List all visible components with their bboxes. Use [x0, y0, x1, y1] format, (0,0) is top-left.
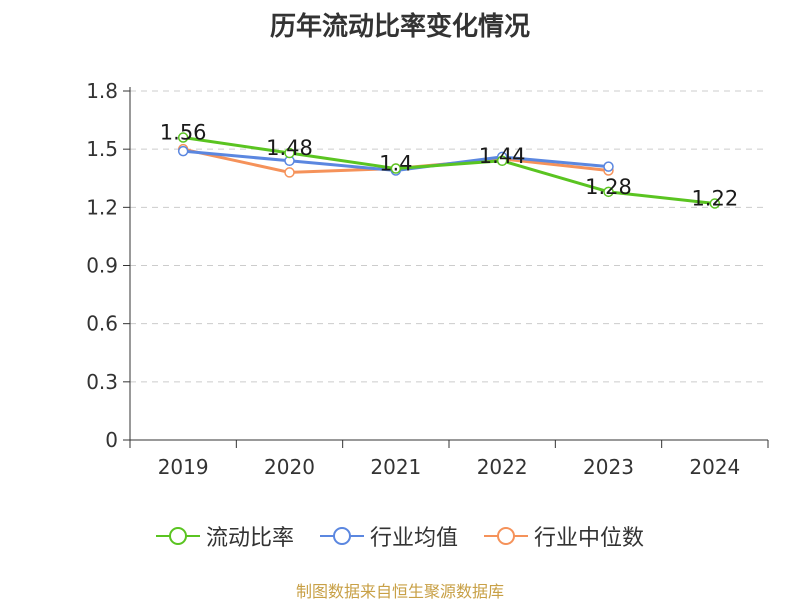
data-label: 1.44 [479, 144, 526, 168]
series-lines [177, 132, 721, 209]
axes: 0 0.3 0.6 0.9 1.2 1.5 1.8 2019 2020 2021 2022 2023 2… [86, 79, 769, 479]
data-point[interactable] [177, 132, 189, 143]
series-line-current-ratio [182, 136, 715, 205]
x-tick-label: 2022 [477, 455, 528, 479]
data-point[interactable] [284, 147, 295, 159]
data-label: 1.48 [266, 136, 313, 160]
y-tick-label: 1.2 [86, 195, 118, 219]
y-tick-label: 1.5 [86, 137, 118, 161]
legend-label-current-ratio: 流动比率 [205, 526, 294, 551]
y-tick-label: 0.3 [86, 370, 118, 394]
y-tick-label: 0 [105, 428, 118, 452]
data-source: 制图数据来自恒生聚源数据库 [295, 582, 504, 601]
grid-lines [130, 90, 768, 383]
legend-marker-industry-average [319, 527, 364, 545]
y-tick-label: 0.9 [86, 254, 118, 278]
legend-marker-industry-median [484, 527, 528, 545]
data-label: 1.22 [691, 186, 738, 210]
data-point[interactable] [603, 161, 614, 172]
legend-label-industry-median: 行业中位数 [534, 526, 645, 551]
x-tick-label: 2020 [264, 455, 315, 479]
legend-marker-current-ratio [155, 527, 200, 545]
data-point[interactable] [390, 163, 402, 174]
x-tick-label: 2024 [689, 455, 740, 479]
legend-label-industry-average: 行业均值 [369, 526, 458, 551]
x-tick-label: 2023 [583, 455, 634, 479]
data-point[interactable] [284, 167, 295, 178]
y-tick-label: 0.6 [86, 312, 118, 336]
data-labels: 1.56 1.48 1.4 1.44 1.28 1.22 [160, 121, 738, 211]
y-tick-label: 1.8 [86, 79, 118, 103]
legend-item-current-ratio[interactable]: 流动比率 [155, 520, 294, 552]
legend-item-industry-median[interactable]: 行业中位数 [484, 520, 644, 552]
data-point[interactable] [603, 186, 614, 198]
legend: 流动比率 行业均值 行业中位数 [0, 520, 800, 552]
data-label: 1.4 [379, 152, 412, 176]
x-tick-label: 2019 [158, 455, 209, 479]
x-tick-label: 2021 [370, 455, 421, 479]
data-label: 1.56 [160, 121, 207, 145]
data-point[interactable] [709, 198, 721, 209]
data-point[interactable] [177, 145, 189, 157]
data-label: 1.28 [585, 175, 632, 199]
legend-item-industry-average[interactable]: 行业均值 [319, 520, 458, 552]
data-point[interactable] [496, 155, 508, 167]
chart-title: 历年流动比率变化情况 [269, 12, 530, 42]
